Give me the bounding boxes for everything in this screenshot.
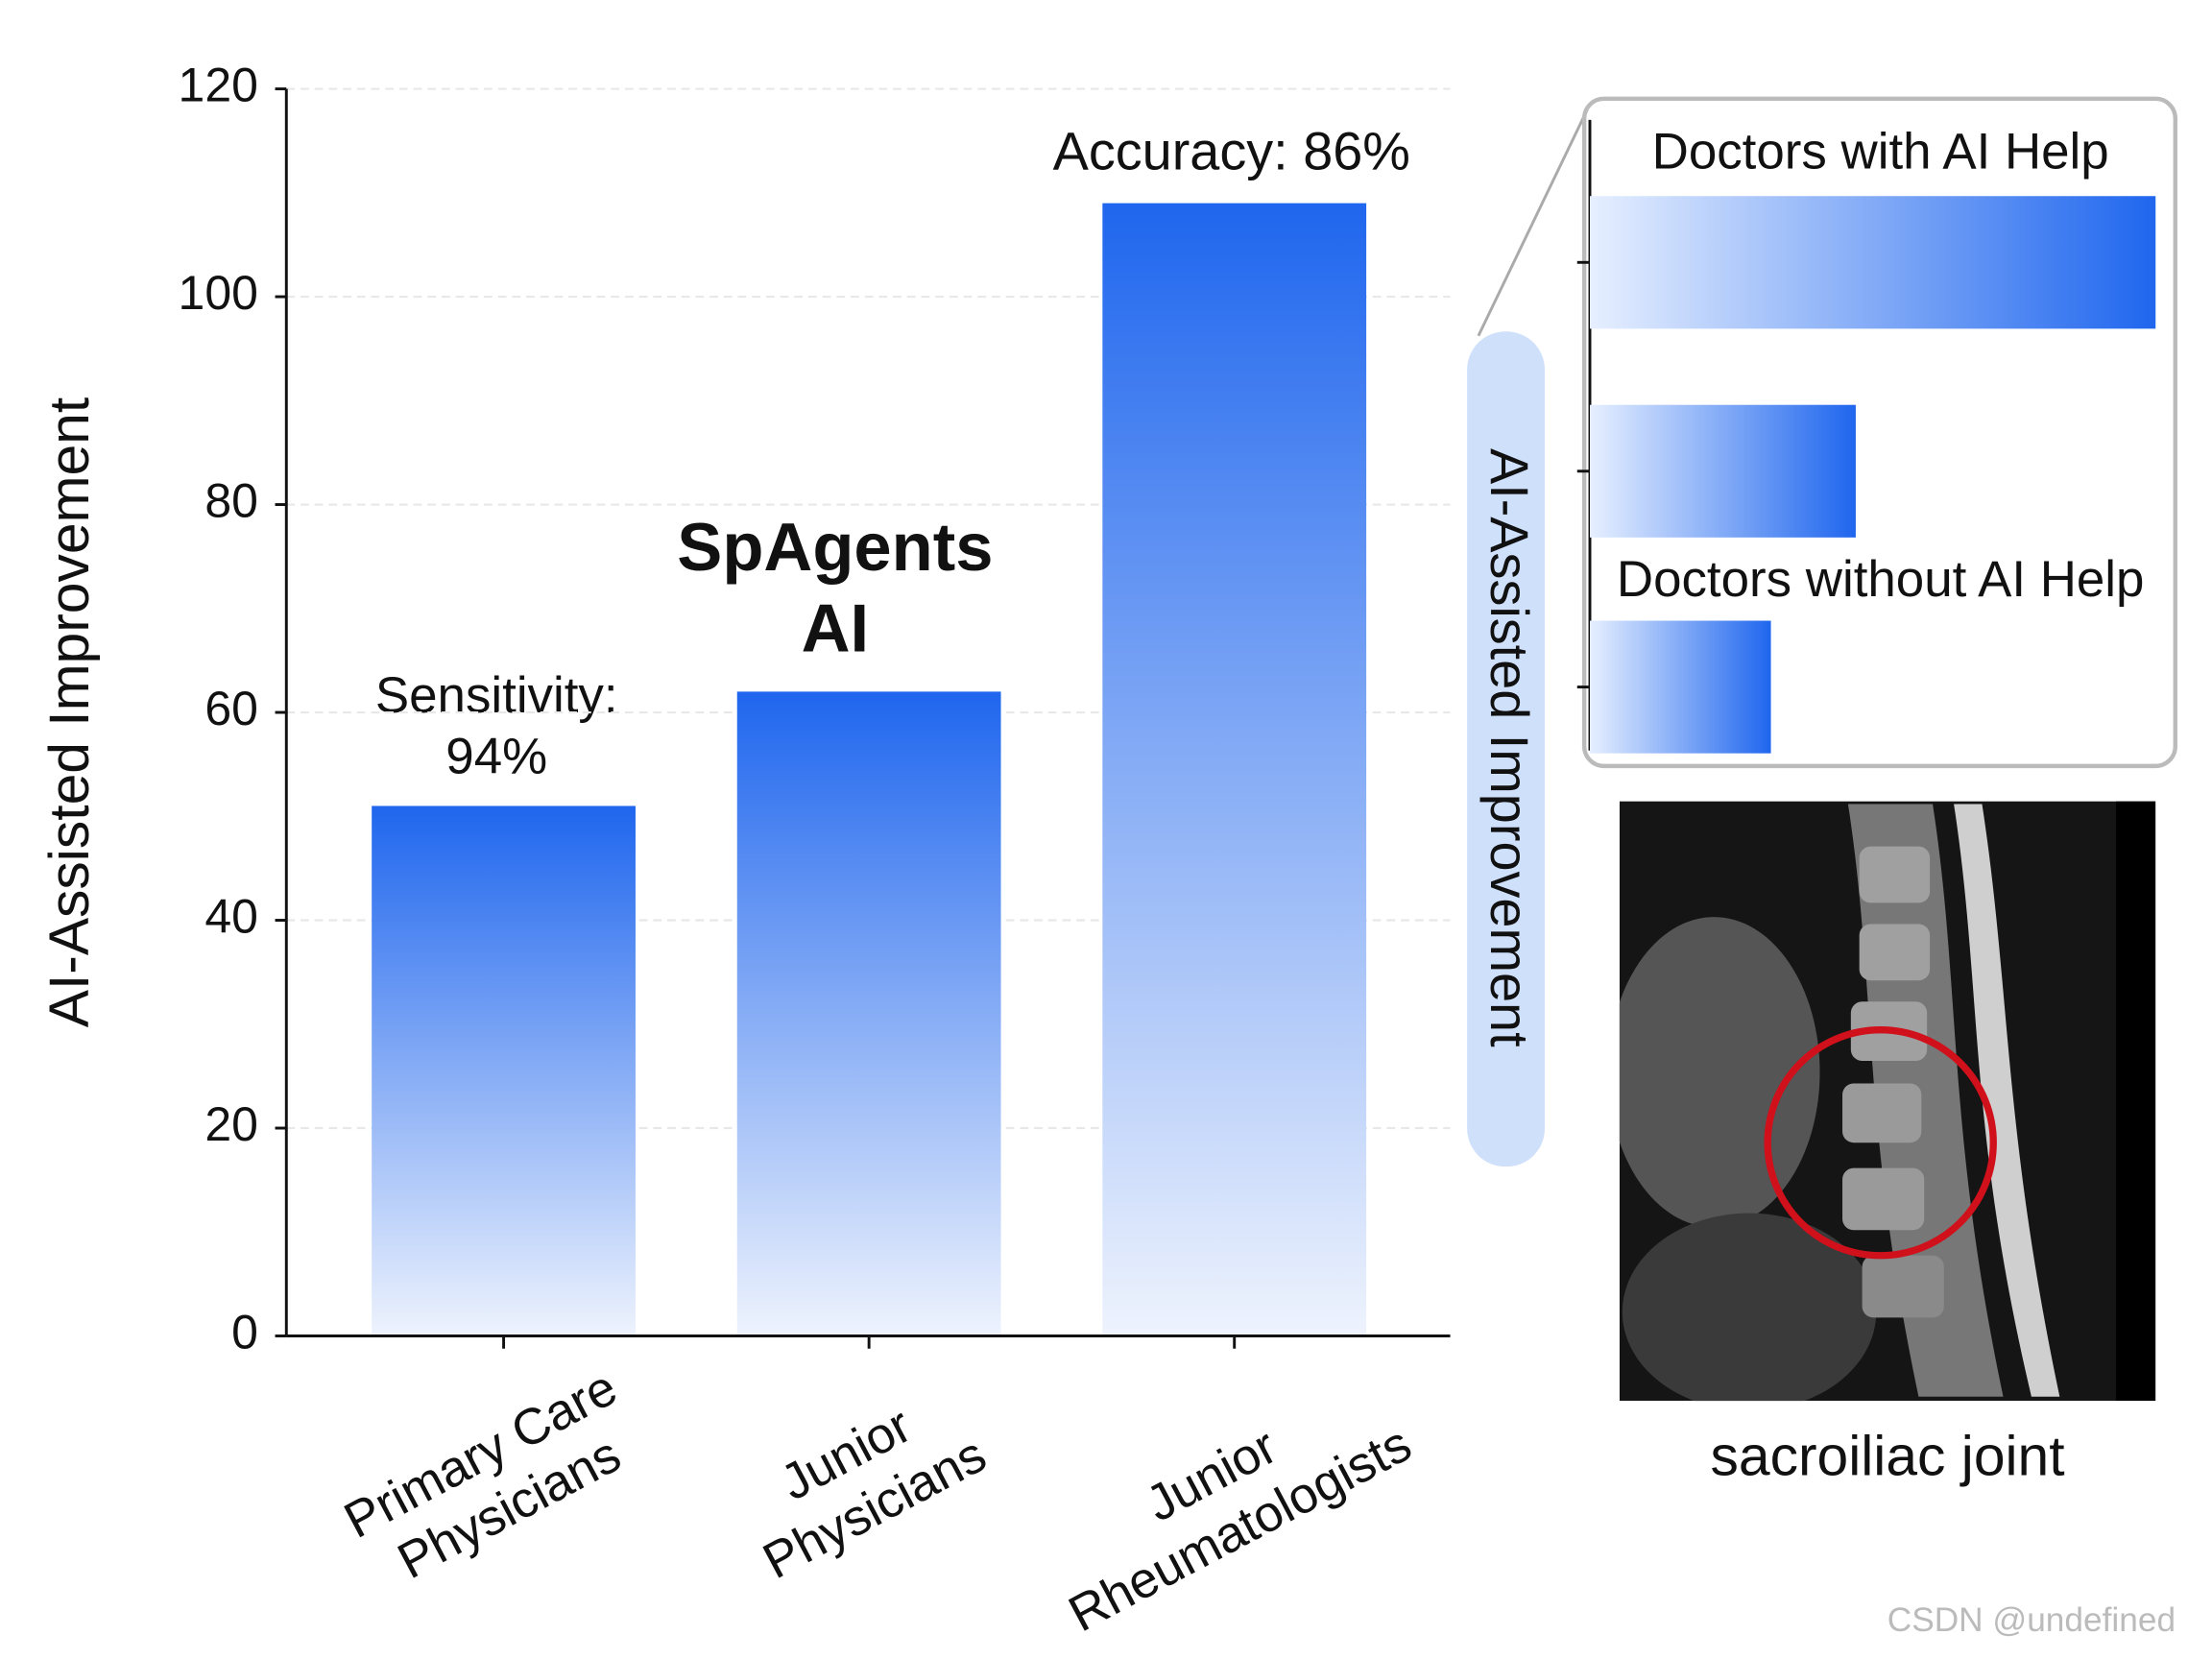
y-tick-label: 40 — [204, 890, 258, 944]
inset-frame — [1581, 96, 2177, 769]
connector — [1477, 108, 1589, 337]
image-caption: sacroiliac joint — [1711, 1425, 2065, 1487]
y-tick-label: 20 — [204, 1097, 258, 1151]
y-axis-label: AI-Assisted Improvement — [38, 397, 101, 1027]
bar-label: Doctors with AI Help — [1652, 124, 2109, 180]
y-tick-label: 100 — [179, 266, 258, 320]
bar — [1590, 404, 1856, 538]
annotation: SpAgents AI — [677, 508, 993, 665]
annotation: Sensitivity: 94% — [375, 667, 618, 784]
bar — [372, 805, 636, 1336]
mri-image — [1619, 801, 2156, 1402]
y-tick-label: 60 — [204, 682, 258, 735]
y-tick-label: 0 — [231, 1306, 258, 1359]
bar-label: Doctors without AI Help — [1617, 551, 2145, 608]
watermark: CSDN @undefined — [1887, 1601, 2176, 1639]
bar — [736, 691, 1001, 1336]
label-pill — [1467, 331, 1545, 1167]
highlight-circle — [1764, 1025, 1997, 1260]
y-tick-label: 80 — [204, 474, 258, 528]
y-tick-label: 120 — [179, 59, 258, 112]
bar — [1590, 196, 2156, 329]
annotation: Accuracy: 86% — [1053, 120, 1410, 180]
bar — [1102, 203, 1367, 1336]
inset-axis-label: AI-Assisted Improvement — [1479, 448, 1540, 1047]
bar — [1590, 620, 1771, 754]
